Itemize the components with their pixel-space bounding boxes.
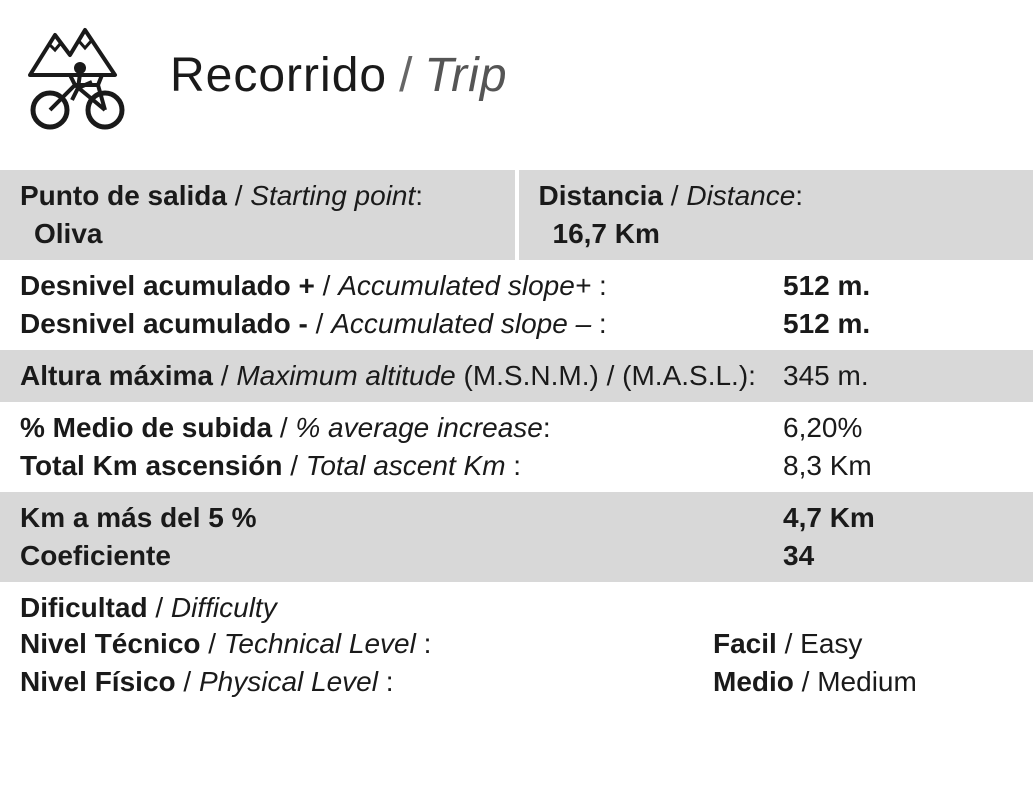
slope-plus-value: 512 m. xyxy=(783,270,1013,302)
slope-plus-line: Desnivel acumulado + / Accumulated slope… xyxy=(20,270,1013,302)
slope-minus-value: 512 m. xyxy=(783,308,1013,340)
physical-level-line: Nivel Físico / Physical Level : Medio / … xyxy=(20,666,1013,698)
starting-point-cell: Punto de salida / Starting point: Oliva xyxy=(0,170,519,260)
trip-info-card: Recorrido / Trip Punto de salida / Start… xyxy=(0,0,1033,718)
starting-point-value: Oliva xyxy=(20,218,495,250)
km-over-5-value: 4,7 Km xyxy=(783,502,1013,534)
title-es: Recorrido xyxy=(170,48,387,103)
mountain-bike-icon xyxy=(20,20,150,130)
row-slope: Desnivel acumulado + / Accumulated slope… xyxy=(0,260,1033,350)
coefficient-line: Coeficiente 34 xyxy=(20,540,1013,572)
slope-minus-line: Desnivel acumulado - / Accumulated slope… xyxy=(20,308,1013,340)
difficulty-header: Dificultad / Difficulty xyxy=(0,582,1033,624)
header: Recorrido / Trip xyxy=(0,0,1033,170)
title-separator: / xyxy=(399,48,412,103)
row-difficulty: Dificultad / Difficulty Nivel Técnico / … xyxy=(0,582,1033,718)
max-altitude-value: 345 m. xyxy=(783,360,1013,392)
physical-level-value: Medio / Medium xyxy=(713,666,1013,698)
row-start-distance: Punto de salida / Starting point: Oliva … xyxy=(0,170,1033,260)
total-ascent-value: 8,3 Km xyxy=(783,450,1013,482)
distance-cell: Distancia / Distance: 16,7 Km xyxy=(519,170,1033,260)
avg-increase-value: 6,20% xyxy=(783,412,1013,444)
row-km-coef: Km a más del 5 % 4,7 Km Coeficiente 34 xyxy=(0,492,1033,582)
technical-level-line: Nivel Técnico / Technical Level : Facil … xyxy=(20,628,1013,660)
km-over-5-line: Km a más del 5 % 4,7 Km xyxy=(20,502,1013,534)
coefficient-value: 34 xyxy=(783,540,1013,572)
title: Recorrido / Trip xyxy=(170,48,508,103)
distance-label: Distancia / Distance: xyxy=(539,180,1014,212)
technical-level-value: Facil / Easy xyxy=(713,628,1013,660)
row-max-altitude: Altura máxima / Maximum altitude (M.S.N.… xyxy=(0,350,1033,402)
starting-point-label: Punto de salida / Starting point: xyxy=(20,180,495,212)
row-ascent: % Medio de subida / % average increase: … xyxy=(0,402,1033,492)
title-en: Trip xyxy=(424,48,507,103)
avg-increase-line: % Medio de subida / % average increase: … xyxy=(20,412,1013,444)
distance-value: 16,7 Km xyxy=(539,218,1014,250)
total-ascent-line: Total Km ascensión / Total ascent Km : 8… xyxy=(20,450,1013,482)
